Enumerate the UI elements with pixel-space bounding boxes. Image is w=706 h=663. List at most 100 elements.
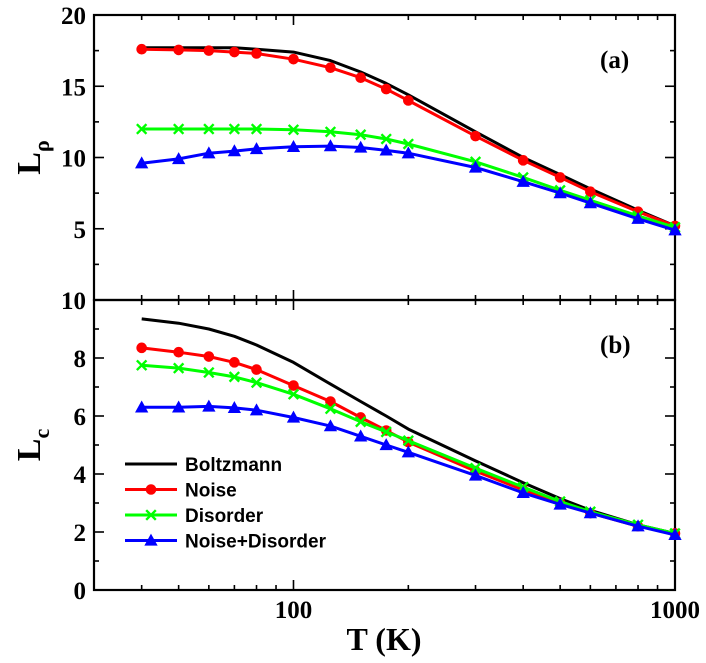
series-line — [141, 404, 676, 537]
data-point — [203, 366, 215, 379]
data-point — [469, 462, 482, 474]
data-point — [250, 377, 263, 389]
data-point — [354, 429, 368, 442]
legend-label: Disorder — [185, 506, 264, 527]
data-point — [468, 468, 483, 481]
data-point — [668, 528, 682, 541]
data-point — [631, 519, 645, 532]
data-point — [355, 129, 367, 141]
legend-label: Noise+Disorder — [185, 532, 327, 553]
series-noise-disorder-a — [135, 139, 682, 236]
data-point — [516, 174, 530, 187]
data-point — [585, 186, 596, 197]
data-point — [171, 400, 186, 413]
legend-label: Noise — [185, 481, 237, 502]
data-point — [249, 403, 264, 416]
data-point — [172, 362, 185, 374]
data-point — [228, 371, 241, 383]
legend-label: Boltzmann — [185, 455, 282, 476]
data-point — [554, 172, 566, 183]
data-point — [203, 351, 215, 362]
data-point — [287, 388, 300, 400]
data-point — [227, 401, 242, 414]
data-point — [379, 438, 393, 451]
data-point — [136, 43, 147, 55]
y-axis-title-sub: c — [29, 429, 54, 439]
legend-marker — [145, 484, 157, 495]
series-noise-a — [136, 43, 681, 232]
data-point — [249, 142, 264, 155]
data-point — [583, 196, 598, 209]
y-tick-label: 2 — [74, 520, 87, 547]
y-tick-label: 10 — [61, 146, 86, 173]
data-point — [203, 45, 215, 56]
panel-label-a: (a) — [600, 47, 629, 74]
panel-label-b: (b) — [600, 332, 631, 359]
data-point — [517, 155, 529, 166]
data-point — [355, 416, 367, 428]
data-point — [354, 140, 368, 153]
data-point — [228, 123, 241, 135]
x-tick-label: 1000 — [650, 597, 700, 624]
data-point — [516, 486, 530, 498]
data-point — [553, 186, 567, 199]
data-point — [583, 506, 598, 519]
y-axis-title-main: L — [11, 439, 48, 462]
x-axis-title: T (K) — [347, 621, 422, 657]
legend-item: Noise+Disorder — [125, 532, 327, 553]
data-point — [470, 130, 481, 142]
y-axis-title-a: Lρ — [11, 140, 54, 174]
data-point — [403, 95, 414, 106]
data-point — [325, 396, 336, 407]
y-axis-title-sub: ρ — [29, 140, 54, 152]
legend-item: Disorder — [125, 506, 264, 527]
data-point — [668, 223, 682, 236]
data-point — [173, 346, 184, 358]
data-point — [380, 133, 392, 145]
data-point — [136, 359, 148, 371]
data-point — [553, 497, 567, 510]
data-point — [251, 48, 262, 59]
data-point — [379, 143, 393, 156]
data-point — [172, 123, 185, 135]
y-tick-label: 15 — [61, 74, 86, 101]
y-tick-label: 8 — [74, 346, 87, 373]
data-point — [324, 126, 337, 138]
data-point — [287, 124, 300, 136]
series-line — [141, 127, 676, 229]
data-point — [227, 144, 242, 157]
data-point — [136, 342, 147, 354]
series-line — [141, 317, 676, 535]
series-line — [141, 46, 676, 228]
series-boltzmann-b — [141, 317, 676, 535]
y-tick-label: 0 — [74, 578, 87, 605]
data-point — [355, 72, 366, 83]
legend: Boltzmann Noise Disorder Noise+Disorder — [125, 455, 327, 553]
series-boltzmann-a — [141, 46, 676, 228]
data-point — [251, 364, 262, 375]
legend-item: Noise — [125, 481, 237, 502]
data-point — [288, 380, 299, 391]
data-point — [171, 152, 186, 165]
panel-a: 5 10 15 20 (a) Lρ — [11, 3, 682, 302]
data-point — [380, 426, 392, 438]
legend-marker — [145, 509, 157, 521]
series-line — [141, 144, 676, 232]
data-point — [286, 410, 301, 423]
data-point — [229, 46, 240, 58]
y-tick-label: 6 — [74, 404, 87, 431]
panel-b: 0 2 4 6 8 10 (b) Lc — [11, 288, 682, 605]
data-point — [401, 146, 415, 159]
data-point — [402, 138, 414, 150]
data-point — [325, 62, 336, 74]
data-point — [324, 403, 337, 415]
data-point — [468, 160, 483, 173]
data-point — [288, 53, 299, 65]
y-tick-label: 5 — [74, 217, 87, 244]
x-axis: 100 1000 — [275, 597, 700, 624]
data-point — [135, 156, 149, 169]
series-disorder-a — [136, 123, 681, 233]
data-point — [135, 400, 149, 413]
x-tick-label: 100 — [275, 597, 313, 624]
